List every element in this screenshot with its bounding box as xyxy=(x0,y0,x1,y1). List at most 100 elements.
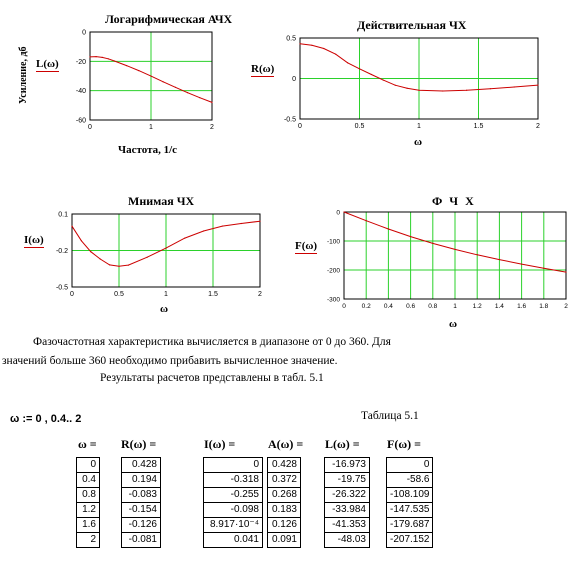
plot-frame xyxy=(343,211,567,300)
paragraph-line-2: значений больше 360 необходимо прибавить… xyxy=(2,355,338,367)
data-point xyxy=(187,92,189,94)
omega-cell: 2 xyxy=(76,532,100,548)
i-value-row: 0.041 xyxy=(203,532,263,548)
chart1-ylabel: Усиление, дб xyxy=(18,46,29,104)
data-point xyxy=(150,75,152,77)
a-value-cell: 0.091 xyxy=(267,532,301,548)
data-point xyxy=(71,225,73,227)
chart1-func-label: L(ω) xyxy=(36,58,59,72)
x-tick-label: 0.8 xyxy=(428,303,437,310)
f-value-row: -147.535 xyxy=(385,502,434,518)
a-value-cell: 0.372 xyxy=(267,472,301,488)
x-tick-label: 0 xyxy=(70,291,74,298)
i-value-row: 0 xyxy=(203,457,263,473)
chart3-func-label: I(ω) xyxy=(24,234,44,248)
plot-frame xyxy=(71,213,261,288)
chart2-xlabel: ω xyxy=(414,136,423,148)
x-tick-label: 0 xyxy=(88,124,92,131)
x-tick-label: 1.2 xyxy=(473,303,482,310)
data-point xyxy=(476,254,478,256)
r-value-cell: -0.081 xyxy=(121,532,161,548)
chart4-func-label: F(ω) xyxy=(295,240,318,254)
data-point xyxy=(565,271,567,273)
y-tick-label: 0 xyxy=(82,30,86,37)
x-tick-label: 1.8 xyxy=(539,303,548,310)
data-point xyxy=(199,97,201,99)
data-point xyxy=(95,56,97,58)
f-value-row: -207.152 xyxy=(385,532,434,548)
y-tick-label: -0.5 xyxy=(56,285,68,292)
y-tick-label: -300 xyxy=(327,297,340,304)
l-value-cell: -19.75 xyxy=(324,472,370,488)
chart1-title: Логарифмическая АЧХ xyxy=(105,12,233,26)
a-value-cell: 0.428 xyxy=(267,457,301,473)
data-point xyxy=(90,251,92,253)
r-value-row: -0.126 xyxy=(121,517,161,533)
y-tick-label: 0 xyxy=(336,210,340,217)
header-omega: ω = xyxy=(78,437,97,451)
omega-cell: 0.8 xyxy=(76,487,100,503)
a-value-row: 0.372 xyxy=(267,472,301,488)
y-tick-label: -60 xyxy=(76,118,86,125)
data-point xyxy=(259,220,261,222)
data-point xyxy=(335,53,337,55)
data-point xyxy=(162,81,164,83)
header-I: I(ω) = xyxy=(204,437,236,451)
data-point xyxy=(370,73,372,76)
x-tick-label: 0.6 xyxy=(406,303,415,310)
l-value-cell: -41.353 xyxy=(324,517,370,533)
chart2-title: Действительная ЧХ xyxy=(357,18,467,32)
table-L: -16.973 -19.75 -26.322 -33.984 -41.353 -48.03 xyxy=(324,457,370,548)
a-value-cell: 0.126 xyxy=(267,517,301,533)
f-value-cell: -58.6 xyxy=(385,472,434,488)
x-tick-label: 2 xyxy=(210,124,214,131)
y-tick-label: -20 xyxy=(76,59,86,66)
data-point xyxy=(165,247,167,249)
y-tick-label: 0 xyxy=(292,76,296,83)
l-value-row: -19.75 xyxy=(324,472,370,488)
table-A: 0.428 0.372 0.268 0.183 0.126 0.091 xyxy=(267,457,301,548)
x-tick-label: 1.6 xyxy=(517,303,526,310)
data-point xyxy=(387,228,389,230)
r-value-cell: -0.154 xyxy=(121,502,161,518)
i-value-row: -0.318 xyxy=(203,472,263,488)
x-tick-label: 2 xyxy=(258,291,262,298)
header-L: L(ω) = xyxy=(325,437,360,451)
data-point xyxy=(107,58,109,60)
data-point xyxy=(521,263,523,265)
x-tick-label: 1 xyxy=(149,124,153,131)
l-value-row: -41.353 xyxy=(324,517,370,533)
chart4-xlabel: ω xyxy=(449,318,458,330)
data-point xyxy=(89,56,91,58)
f-value-cell: -207.152 xyxy=(385,532,434,548)
data-point xyxy=(365,220,367,222)
l-value-cell: -16.973 xyxy=(324,457,370,473)
y-tick-label: 0.1 xyxy=(58,212,68,219)
i-value-row: -0.255 xyxy=(203,487,263,503)
l-value-row: -26.322 xyxy=(324,487,370,503)
data-point xyxy=(410,236,412,238)
data-point xyxy=(99,258,101,260)
data-point xyxy=(382,79,384,81)
omega-cell: 0 xyxy=(76,457,100,473)
y-tick-label: 0.5 xyxy=(286,36,296,43)
chart3-xlabel: ω xyxy=(160,303,169,315)
paragraph-line-3: Результаты расчетов представлены в табл.… xyxy=(100,372,324,384)
omega-row: 1.6 xyxy=(76,517,100,533)
y-tick-label: -200 xyxy=(327,268,340,275)
l-value-cell: -26.322 xyxy=(324,487,370,503)
data-point xyxy=(174,86,176,88)
l-value-cell: -33.984 xyxy=(324,502,370,518)
x-tick-label: 1 xyxy=(417,123,421,130)
r-value-cell: -0.126 xyxy=(121,517,161,533)
y-tick-label: -40 xyxy=(76,88,86,95)
data-point xyxy=(113,60,115,62)
i-value-cell: -0.255 xyxy=(203,487,263,503)
l-value-row: -48.03 xyxy=(324,532,370,548)
x-tick-label: 0.5 xyxy=(114,291,124,298)
data-point xyxy=(203,230,205,232)
table-F: 0 -58.6 -108.109 -147.535 -179.687 -207.152 xyxy=(385,457,434,548)
x-tick-label: 1.5 xyxy=(474,123,484,130)
f-value-cell: 0 xyxy=(385,457,434,473)
x-tick-label: 2 xyxy=(536,123,540,130)
